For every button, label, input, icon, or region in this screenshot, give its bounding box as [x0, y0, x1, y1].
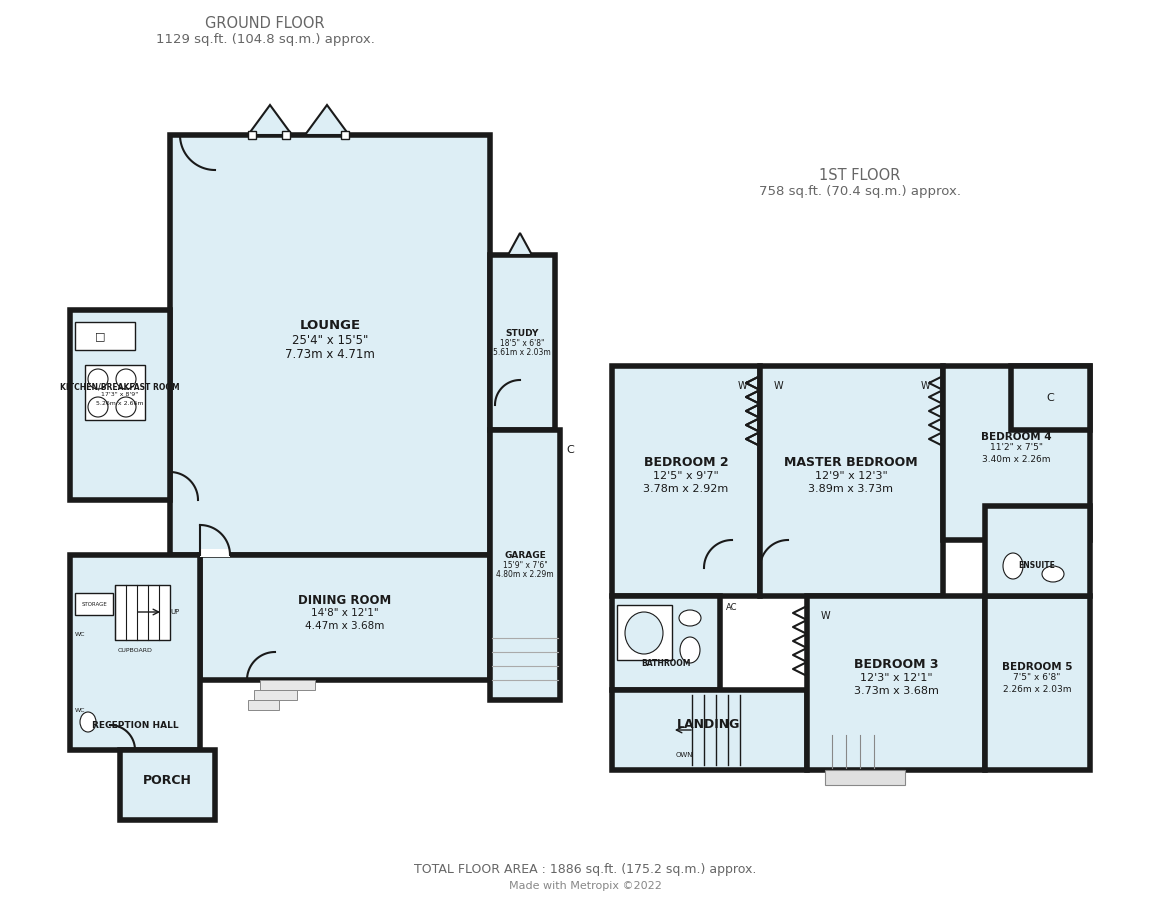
Bar [70, 310, 170, 500]
Bar [260, 680, 315, 690]
Text: GROUND FLOOR: GROUND FLOOR [205, 16, 325, 30]
Text: PORCH: PORCH [143, 773, 192, 787]
Bar [1011, 366, 1090, 430]
Text: 12'3" x 12'1": 12'3" x 12'1" [860, 673, 932, 683]
Text: WC: WC [75, 633, 85, 638]
Ellipse shape [679, 610, 701, 626]
Text: AC: AC [727, 604, 738, 613]
Polygon shape [508, 233, 532, 255]
Text: 4.80m x 2.29m: 4.80m x 2.29m [496, 571, 553, 579]
Circle shape [116, 369, 136, 389]
Text: 17'3" x 8'9": 17'3" x 8'9" [102, 392, 138, 398]
Text: 758 sq.ft. (70.4 sq.m.) approx.: 758 sq.ft. (70.4 sq.m.) approx. [759, 186, 961, 199]
Text: BEDROOM 5: BEDROOM 5 [1002, 661, 1072, 671]
Ellipse shape [1003, 553, 1023, 579]
Text: 15'9" x 7'6": 15'9" x 7'6" [503, 561, 548, 570]
Text: MASTER BEDROOM: MASTER BEDROOM [784, 456, 917, 469]
Text: STUDY: STUDY [505, 329, 538, 338]
Bar [943, 366, 1090, 540]
Text: W: W [773, 381, 783, 391]
Bar [612, 596, 720, 690]
Text: Made with Metropix ©2022: Made with Metropix ©2022 [509, 881, 661, 891]
Text: BEDROOM 4: BEDROOM 4 [980, 431, 1052, 442]
Bar [75, 322, 135, 350]
Bar [254, 690, 297, 700]
Text: 3.89m x 3.73m: 3.89m x 3.73m [808, 485, 894, 495]
Ellipse shape [680, 637, 700, 663]
Circle shape [116, 397, 136, 417]
Bar [121, 750, 215, 820]
Bar [807, 596, 985, 770]
Bar [490, 255, 555, 430]
Text: □: □ [95, 331, 105, 341]
Bar [612, 690, 807, 770]
Text: 2.26m x 2.03m: 2.26m x 2.03m [1003, 685, 1072, 693]
Text: 7'5" x 6'8": 7'5" x 6'8" [1013, 673, 1061, 682]
Text: W: W [820, 611, 830, 621]
Bar [85, 365, 145, 420]
Text: 1ST FLOOR: 1ST FLOOR [819, 169, 901, 183]
Polygon shape [305, 105, 349, 135]
Bar [248, 700, 278, 710]
Bar [985, 506, 1090, 596]
Bar [75, 593, 113, 615]
Text: 18'5" x 6'8": 18'5" x 6'8" [500, 339, 544, 347]
Text: LANDING: LANDING [677, 718, 741, 732]
Bar [760, 366, 943, 596]
Text: GARAGE: GARAGE [504, 551, 546, 560]
Text: KITCHEN/BREAKFAST ROOM: KITCHEN/BREAKFAST ROOM [60, 382, 180, 391]
Bar [825, 770, 906, 785]
Bar [200, 555, 490, 680]
Circle shape [88, 397, 108, 417]
Text: ENSUITE: ENSUITE [1019, 562, 1055, 571]
Ellipse shape [625, 612, 663, 654]
Polygon shape [248, 105, 292, 135]
Bar [248, 131, 256, 139]
Bar [612, 366, 760, 596]
Text: DINING ROOM: DINING ROOM [298, 594, 392, 606]
Bar [70, 555, 200, 750]
Bar [115, 585, 170, 640]
Ellipse shape [1042, 566, 1064, 582]
Text: W: W [737, 381, 746, 391]
Text: TOTAL FLOOR AREA : 1886 sq.ft. (175.2 sq.m.) approx.: TOTAL FLOOR AREA : 1886 sq.ft. (175.2 sq… [414, 864, 756, 877]
Bar [282, 131, 290, 139]
Text: 3.73m x 3.68m: 3.73m x 3.68m [854, 686, 938, 696]
Text: BEDROOM 2: BEDROOM 2 [644, 456, 728, 469]
Text: BEDROOM 3: BEDROOM 3 [854, 658, 938, 671]
Text: 12'5" x 9'7": 12'5" x 9'7" [653, 471, 718, 481]
Bar [340, 131, 349, 139]
Text: C: C [1046, 393, 1054, 403]
Text: 5.26m x 2.66m: 5.26m x 2.66m [96, 401, 144, 406]
Text: OWN: OWN [675, 752, 693, 758]
Ellipse shape [80, 712, 96, 732]
Text: 12'9" x 12'3": 12'9" x 12'3" [814, 471, 887, 481]
Bar [200, 549, 230, 557]
Text: RECEPTION HALL: RECEPTION HALL [91, 721, 178, 729]
Text: 14'8" x 12'1": 14'8" x 12'1" [311, 608, 379, 618]
Text: LOUNGE: LOUNGE [300, 320, 360, 333]
Circle shape [88, 369, 108, 389]
Bar [617, 605, 672, 660]
Text: WC: WC [75, 707, 85, 713]
Text: CUPBOARD: CUPBOARD [117, 648, 152, 652]
Bar [490, 430, 560, 700]
Text: UP: UP [170, 609, 179, 615]
Text: 3.78m x 2.92m: 3.78m x 2.92m [644, 485, 729, 495]
Text: W: W [920, 381, 930, 391]
Text: 3.40m x 2.26m: 3.40m x 2.26m [982, 454, 1051, 463]
Text: 25'4" x 15'5": 25'4" x 15'5" [291, 333, 369, 346]
Text: 1129 sq.ft. (104.8 sq.m.) approx.: 1129 sq.ft. (104.8 sq.m.) approx. [156, 32, 374, 46]
Text: 7.73m x 4.71m: 7.73m x 4.71m [285, 348, 374, 361]
Bar [985, 596, 1090, 770]
Text: 4.47m x 3.68m: 4.47m x 3.68m [305, 621, 385, 631]
Text: 11'2" x 7'5": 11'2" x 7'5" [990, 443, 1042, 453]
Text: STORAGE: STORAGE [81, 602, 106, 606]
Bar [170, 135, 490, 555]
Text: C: C [566, 445, 573, 455]
Text: 5.61m x 2.03m: 5.61m x 2.03m [493, 348, 551, 357]
Text: BATHROOM: BATHROOM [641, 659, 690, 668]
